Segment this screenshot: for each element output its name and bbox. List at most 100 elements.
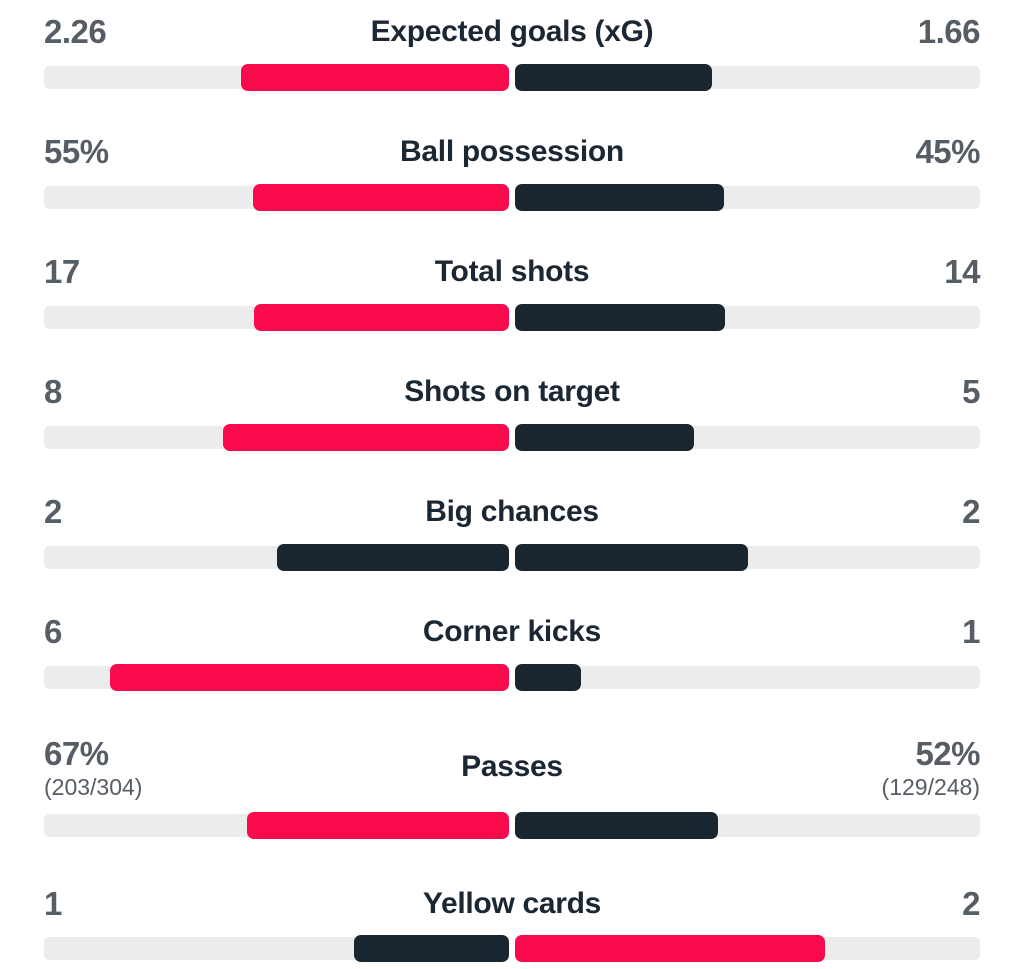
bar-center-gap <box>509 64 515 91</box>
home-bar-area <box>44 424 509 451</box>
home-bar-area <box>44 304 509 331</box>
stat-label: Shots on target <box>404 375 620 408</box>
away-side-values: 1 <box>780 612 980 652</box>
home-bar-area <box>44 544 509 571</box>
away-bar-fill <box>515 304 725 331</box>
away-bar-area <box>515 812 980 839</box>
home-bar-fill <box>247 812 509 839</box>
away-bar-area <box>515 424 980 451</box>
stat-row-header: 17 Total shots 14 <box>44 252 981 292</box>
stat-row: 1 Yellow cards 2 <box>44 862 981 969</box>
home-sub-value: (203/304) <box>44 774 143 800</box>
away-value: 2 <box>962 493 980 530</box>
stat-row-header: 67% (203/304) Passes 52% (129/248) <box>44 734 981 800</box>
away-bar-fill <box>515 544 748 571</box>
away-bar-fill <box>515 812 719 839</box>
stat-row: 2 Big chances 2 <box>44 480 981 600</box>
home-side-values: 2 <box>44 492 244 532</box>
stat-row: 8 Shots on target 5 <box>44 360 981 480</box>
stat-bar <box>44 424 980 451</box>
bar-center-gap <box>509 424 515 451</box>
home-bar-fill <box>354 935 509 962</box>
home-bar-fill <box>222 424 509 451</box>
stat-row-header: 8 Shots on target 5 <box>44 372 981 412</box>
bar-center-gap <box>509 935 515 962</box>
away-side-values: 45% <box>780 132 980 172</box>
away-side-values: 52% (129/248) <box>780 734 981 800</box>
stat-label: Yellow cards <box>422 887 602 920</box>
stat-row: 6 Corner kicks 1 <box>44 600 981 720</box>
stat-row-header: 1 Yellow cards 2 <box>44 884 981 924</box>
bar-center-gap <box>509 664 515 691</box>
home-bar-area <box>44 812 509 839</box>
home-bar-fill <box>276 544 509 571</box>
stat-row: 67% (203/304) Passes 52% (129/248) <box>44 720 981 862</box>
home-bar-area <box>44 64 509 91</box>
home-value: 55% <box>44 133 109 170</box>
away-bar-fill <box>515 664 582 691</box>
home-side-values: 55% <box>44 132 244 172</box>
home-bar-fill <box>253 184 509 211</box>
away-side-values: 2 <box>780 492 980 532</box>
home-value: 1 <box>44 885 62 922</box>
stat-label: Ball possession <box>400 135 624 168</box>
home-value: 17 <box>44 253 80 290</box>
away-value: 2 <box>962 885 980 922</box>
home-value: 67% <box>44 735 109 772</box>
stat-row-header: 2.26 Expected goals (xG) 1.66 <box>44 12 981 52</box>
stat-bar <box>44 304 980 331</box>
home-bar-area <box>44 184 509 211</box>
away-sub-value: (129/248) <box>881 774 980 800</box>
stat-label: Corner kicks <box>422 615 602 648</box>
away-bar-area <box>515 935 980 962</box>
stat-bar <box>44 935 980 962</box>
home-bar-fill <box>110 664 509 691</box>
stat-row-header: 6 Corner kicks 1 <box>44 612 981 652</box>
away-value: 52% <box>915 735 980 772</box>
home-bar-area <box>44 935 509 962</box>
away-value: 14 <box>944 253 980 290</box>
stat-row: 17 Total shots 14 <box>44 240 981 360</box>
bar-center-gap <box>509 304 515 331</box>
away-side-values: 2 <box>780 884 980 924</box>
away-bar-area <box>515 544 980 571</box>
stat-row-header: 2 Big chances 2 <box>44 492 981 532</box>
home-value: 2.26 <box>44 13 107 50</box>
home-value: 6 <box>44 613 62 650</box>
stat-label: Total shots <box>434 255 590 288</box>
stat-row-header: 55% Ball possession 45% <box>44 132 981 172</box>
home-side-values: 17 <box>44 252 244 292</box>
away-bar-area <box>515 64 980 91</box>
bar-center-gap <box>509 812 515 839</box>
away-bar-area <box>515 304 980 331</box>
home-side-values: 6 <box>44 612 244 652</box>
home-bar-fill <box>254 304 509 331</box>
bar-center-gap <box>509 184 515 211</box>
stats-list: 2.26 Expected goals (xG) 1.66 55% <box>44 0 981 969</box>
stat-label: Big chances <box>425 495 599 528</box>
away-bar-fill <box>515 935 825 962</box>
stat-bar <box>44 664 980 691</box>
away-bar-fill <box>515 64 712 91</box>
away-value: 1 <box>962 613 980 650</box>
home-bar-area <box>44 664 509 691</box>
bar-center-gap <box>509 544 515 571</box>
stat-bar <box>44 544 980 571</box>
away-value: 45% <box>915 133 980 170</box>
away-bar-fill <box>515 184 725 211</box>
home-value: 8 <box>44 373 62 410</box>
away-side-values: 1.66 <box>780 12 981 52</box>
home-side-values: 1 <box>44 884 244 924</box>
stat-bar <box>44 64 980 91</box>
away-value: 5 <box>962 373 980 410</box>
away-side-values: 5 <box>780 372 980 412</box>
stat-bar <box>44 812 980 839</box>
home-side-values: 67% (203/304) <box>44 734 244 800</box>
stat-bar <box>44 184 980 211</box>
stat-label: Expected goals (xG) <box>370 15 654 48</box>
home-side-values: 8 <box>44 372 244 412</box>
stat-row: 2.26 Expected goals (xG) 1.66 <box>44 0 981 120</box>
stat-row: 55% Ball possession 45% <box>44 120 981 240</box>
home-value: 2 <box>44 493 62 530</box>
